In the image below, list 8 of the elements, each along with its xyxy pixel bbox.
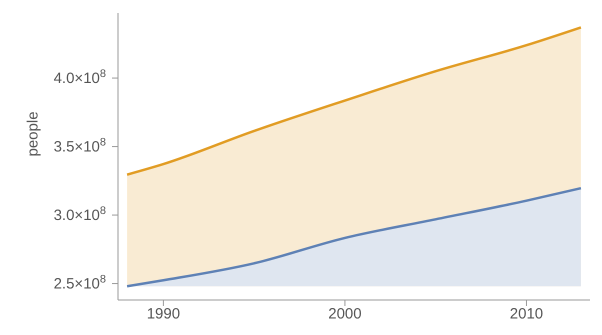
y-tick-label: 2.5×10$^{8}$ (54, 274, 106, 293)
y-tick-label: 3.5×10$^{8}$ (54, 136, 106, 156)
y-tick-label: 4.0×10$^{8}$ (54, 68, 106, 88)
x-tick-label: 1990 (146, 306, 180, 323)
y-tick-label: 3.0×10$^{8}$ (54, 205, 106, 224)
y-axis-title: people (24, 111, 42, 156)
x-tick-label: 2010 (510, 306, 544, 323)
x-tick-label: 2000 (328, 306, 362, 323)
